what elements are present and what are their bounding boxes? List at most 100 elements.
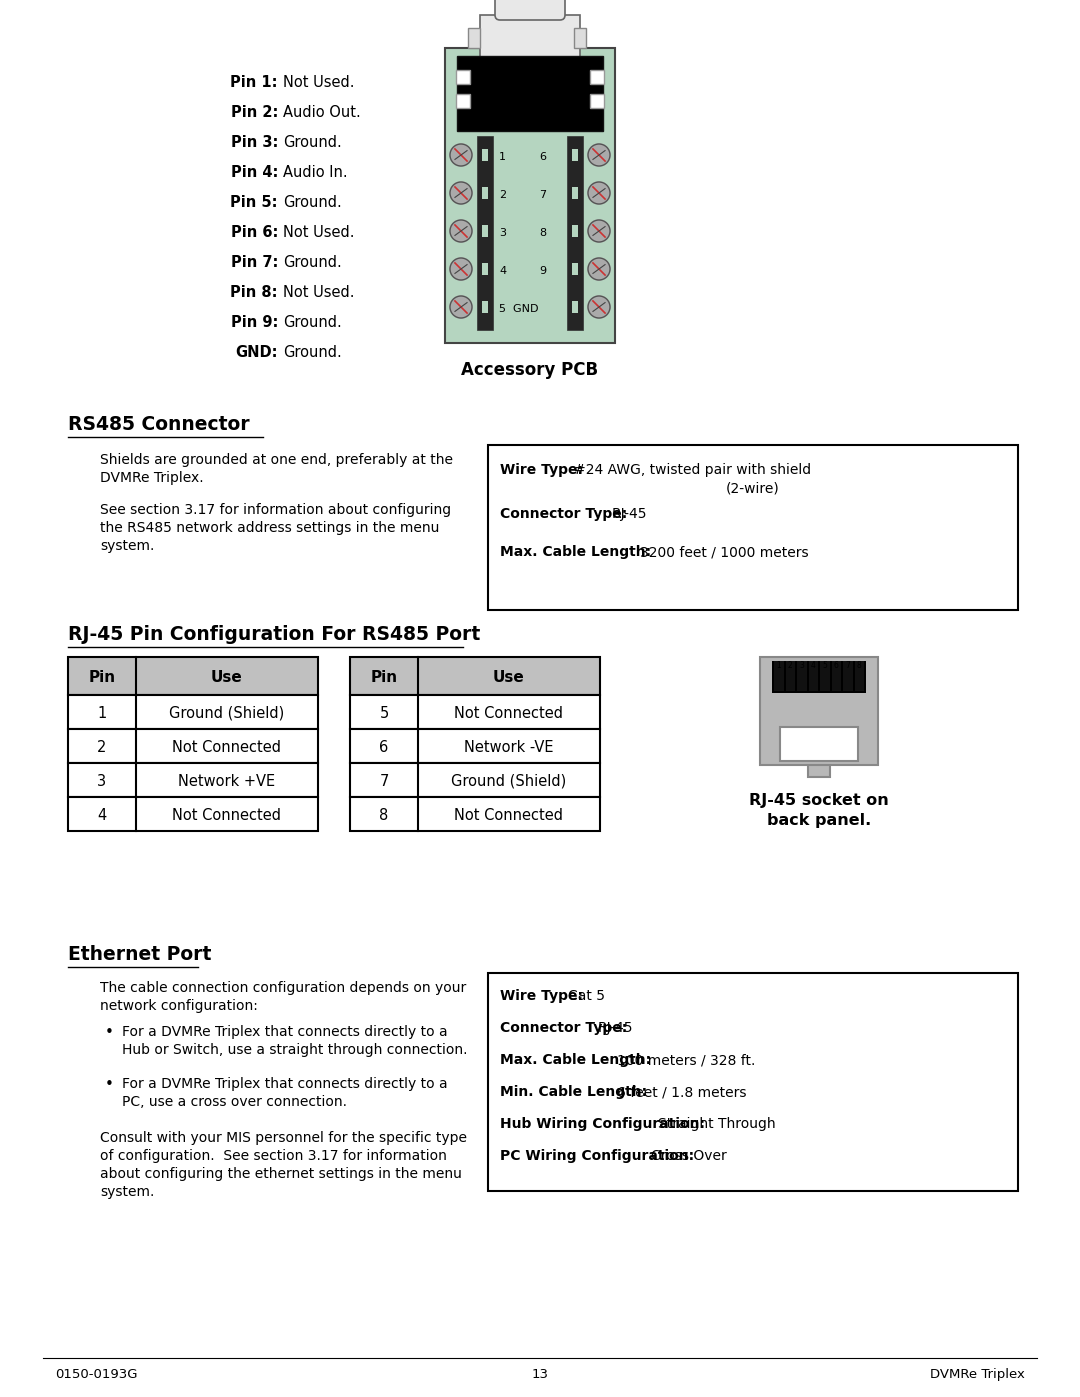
Text: Ground.: Ground. [283,196,341,210]
Text: 5  GND: 5 GND [499,305,539,314]
Text: RS485 Connector: RS485 Connector [68,415,249,434]
Text: system.: system. [100,539,154,553]
Text: system.: system. [100,1185,154,1199]
Bar [797,661,807,692]
Text: RJ-45 socket on: RJ-45 socket on [750,793,889,807]
Bar [68,657,318,694]
Bar [780,726,858,761]
Text: Use: Use [211,669,243,685]
Bar [482,149,488,161]
Circle shape [588,296,610,319]
Bar [572,300,578,313]
Text: See section 3.17 for information about configuring: See section 3.17 for information about c… [100,503,451,517]
Text: Pin: Pin [89,669,116,685]
Text: 7: 7 [846,661,850,671]
Text: 13: 13 [531,1368,549,1382]
Circle shape [588,144,610,166]
Text: Wire Type:: Wire Type: [500,989,583,1003]
Text: RJ-45: RJ-45 [597,1021,633,1035]
Text: Accessory PCB: Accessory PCB [461,360,598,379]
Bar [468,28,480,47]
Text: Audio In.: Audio In. [283,165,348,180]
Text: •: • [105,1077,113,1092]
Bar [820,661,829,692]
Text: Min. Cable Length:: Min. Cable Length: [500,1085,647,1099]
Bar [832,661,841,692]
Text: 7: 7 [539,190,546,200]
Text: 3: 3 [97,774,107,788]
FancyBboxPatch shape [495,0,565,20]
Text: the RS485 network address settings in the menu: the RS485 network address settings in th… [100,521,440,535]
Text: 4: 4 [97,807,107,823]
Text: 1: 1 [777,661,781,671]
Circle shape [450,182,472,204]
Text: Network -VE: Network -VE [464,739,554,754]
Text: DVMRe Triplex: DVMRe Triplex [930,1368,1025,1382]
Text: Ground (Shield): Ground (Shield) [170,705,285,721]
Text: 3: 3 [499,228,507,237]
Text: 8: 8 [856,661,862,671]
Text: 8: 8 [379,807,389,823]
Text: #24 AWG, twisted pair with shield: #24 AWG, twisted pair with shield [573,462,811,476]
Text: Cross Over: Cross Over [651,1148,727,1162]
Text: Pin 9:: Pin 9: [231,314,278,330]
Bar [590,94,604,108]
Text: Connector Type:: Connector Type: [500,1021,627,1035]
Text: 100 meters / 328 ft.: 100 meters / 328 ft. [617,1053,755,1067]
Text: Pin 4:: Pin 4: [231,165,278,180]
Text: For a DVMRe Triplex that connects directly to a: For a DVMRe Triplex that connects direct… [122,1077,447,1091]
Text: about configuring the ethernet settings in the menu: about configuring the ethernet settings … [100,1166,462,1180]
Text: Pin 7:: Pin 7: [231,256,278,270]
Bar [445,47,615,344]
Bar [350,657,600,694]
Text: Max. Cable Length:: Max. Cable Length: [500,1053,651,1067]
Text: Cat 5: Cat 5 [568,989,605,1003]
Bar [572,149,578,161]
Text: 4: 4 [811,661,815,671]
Text: Ground.: Ground. [283,314,341,330]
Text: 2: 2 [97,739,107,754]
Bar [456,70,470,84]
Bar [68,798,318,831]
Text: Pin: Pin [370,669,397,685]
Text: 1: 1 [97,705,107,721]
Text: PC, use a cross over connection.: PC, use a cross over connection. [122,1095,347,1109]
Bar [572,187,578,198]
Text: 6: 6 [834,661,839,671]
Text: 2: 2 [788,661,793,671]
Bar [477,136,492,330]
Text: 8: 8 [539,228,546,237]
Text: 2: 2 [499,190,507,200]
Text: 6: 6 [379,739,389,754]
Bar [482,187,488,198]
Bar [808,766,831,777]
Text: For a DVMRe Triplex that connects directly to a: For a DVMRe Triplex that connects direct… [122,1025,447,1039]
Bar [843,661,852,692]
Text: 6: 6 [539,152,546,162]
Circle shape [450,258,472,279]
Text: 5: 5 [822,661,827,671]
Text: 1: 1 [499,152,507,162]
Bar [350,798,600,831]
Text: back panel.: back panel. [767,813,872,828]
Text: Pin 3:: Pin 3: [231,136,278,149]
Bar [350,763,600,798]
Text: Not Used.: Not Used. [283,75,354,89]
Text: of configuration.  See section 3.17 for information: of configuration. See section 3.17 for i… [100,1148,447,1162]
Text: Hub Wiring Configuration:: Hub Wiring Configuration: [500,1118,705,1132]
Text: Hub or Switch, use a straight through connection.: Hub or Switch, use a straight through co… [122,1044,468,1058]
Bar [572,263,578,275]
Bar [809,661,818,692]
Bar [482,263,488,275]
Bar [68,694,318,729]
Text: Network +VE: Network +VE [178,774,275,788]
Bar [68,763,318,798]
Circle shape [588,258,610,279]
Text: RJ-45: RJ-45 [612,507,648,521]
Text: 0150-0193G: 0150-0193G [55,1368,137,1382]
Text: Max. Cable Length:: Max. Cable Length: [500,545,651,559]
Text: Not Used.: Not Used. [283,285,354,300]
Bar [567,136,583,330]
Text: 9: 9 [539,265,546,277]
Text: 5: 5 [379,705,389,721]
